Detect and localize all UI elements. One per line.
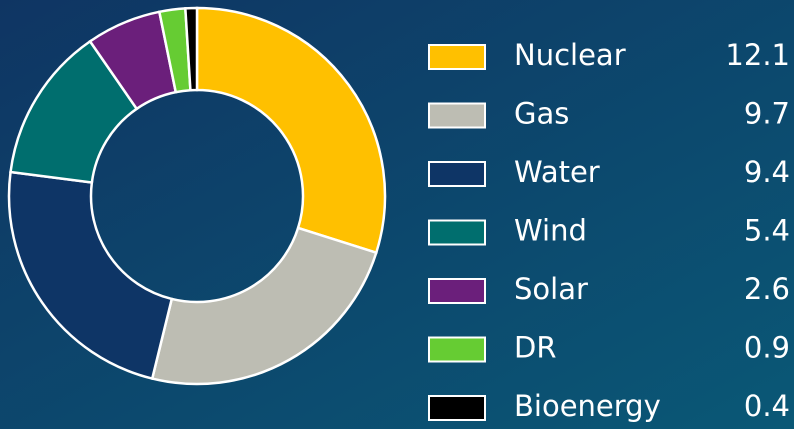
legend-label: Bioenergy — [514, 389, 661, 423]
donut-slice — [150, 226, 378, 386]
legend-label: Nuclear — [514, 38, 626, 72]
value-label: 5.4 — [744, 214, 790, 248]
legend-swatch — [428, 336, 486, 363]
legend-label: Wind — [514, 214, 587, 248]
legend-swatch — [428, 44, 486, 70]
legend-label: Solar — [514, 272, 588, 306]
value-label: 2.6 — [744, 272, 790, 306]
value-label: 0.9 — [744, 331, 790, 365]
legend-swatch — [428, 161, 486, 187]
value-label: 12.1 — [725, 38, 790, 72]
legend-swatch — [428, 219, 486, 246]
legend-label: Gas — [514, 97, 569, 131]
value-label: 9.4 — [744, 155, 790, 189]
legend-swatch — [428, 395, 486, 421]
legend-label: Water — [514, 155, 600, 189]
donut-slice — [7, 170, 174, 381]
legend-swatch — [428, 278, 486, 304]
value-label: 0.4 — [744, 389, 790, 423]
legend-label: DR — [514, 331, 556, 365]
value-label: 9.7 — [744, 97, 790, 131]
donut-slice — [195, 6, 387, 255]
donut-slice — [184, 6, 199, 92]
legend-swatch — [428, 102, 486, 129]
